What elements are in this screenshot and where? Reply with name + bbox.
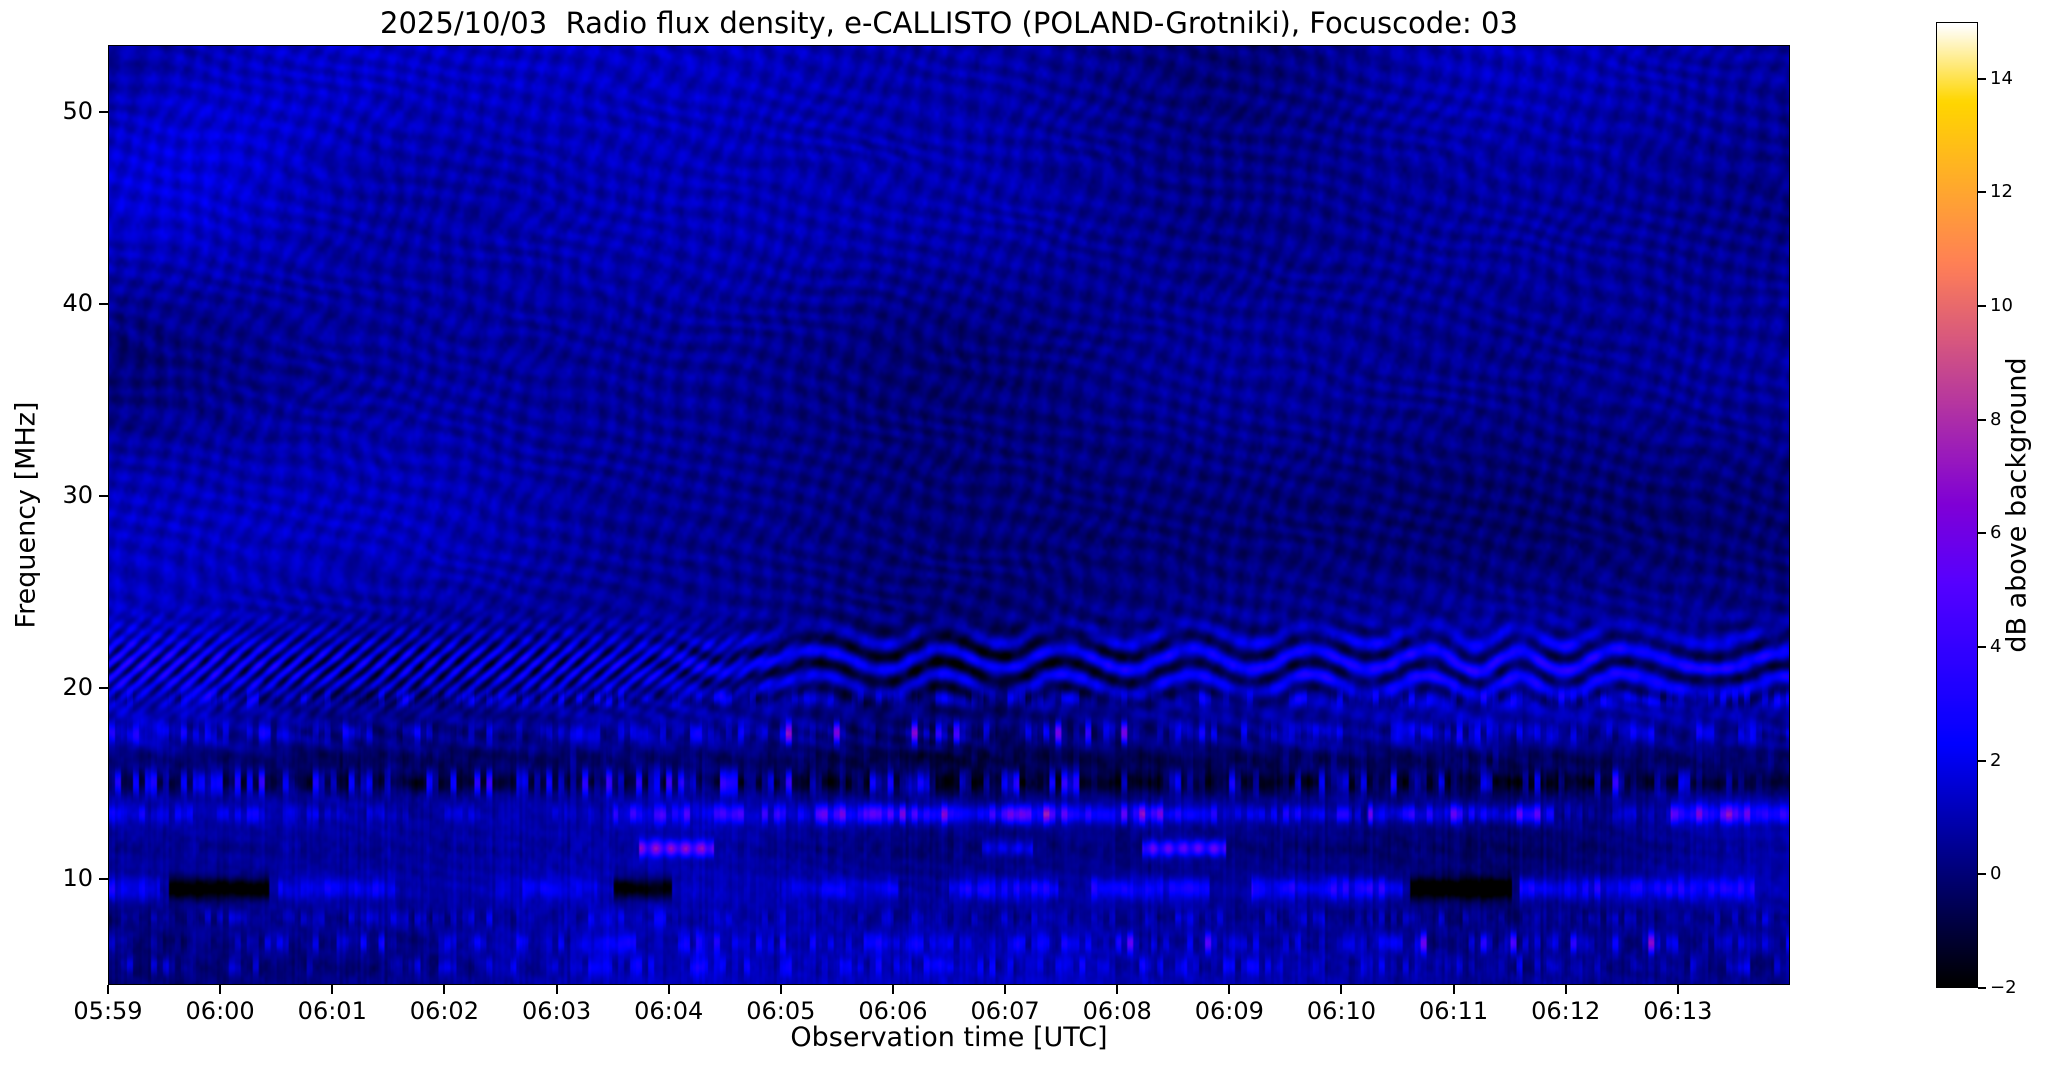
x-axis-tick-mark — [443, 985, 446, 994]
y-axis-tick-label: 20 — [62, 672, 93, 701]
x-axis-tick-mark — [1228, 985, 1231, 994]
x-axis-tick-label: 06:12 — [1531, 997, 1601, 1025]
y-axis-tick-mark — [99, 111, 108, 114]
x-axis-tick-label: 06:09 — [1194, 997, 1264, 1025]
x-axis-tick-mark — [1340, 985, 1343, 994]
spectrogram-canvas — [109, 46, 1789, 984]
x-axis-tick-label: 06:13 — [1643, 997, 1713, 1025]
colorbar-tick-label: 0 — [1990, 863, 2002, 885]
x-axis-tick-label: 06:00 — [185, 997, 255, 1025]
x-axis-tick-label: 05:59 — [73, 997, 143, 1025]
x-axis-tick-label: 06:07 — [970, 997, 1040, 1025]
colorbar-tick-mark — [1978, 191, 1986, 194]
colorbar-tick-mark — [1978, 77, 1986, 80]
x-axis-tick-mark — [1676, 985, 1679, 994]
x-axis-tick-mark — [1452, 985, 1455, 994]
x-axis-tick-label: 06:08 — [1082, 997, 1152, 1025]
x-axis-tick-mark — [1564, 985, 1567, 994]
y-axis-tick-mark — [99, 686, 108, 689]
x-axis-tick-mark — [219, 985, 222, 994]
colorbar-label: dB above background — [2001, 357, 2033, 653]
x-axis-tick-mark — [1004, 985, 1007, 994]
y-axis-tick-mark — [99, 494, 108, 497]
colorbar-canvas — [1937, 23, 1977, 987]
x-axis-tick-mark — [107, 985, 109, 994]
x-axis-tick-label: 06:01 — [297, 997, 367, 1025]
x-axis-tick-label: 06:04 — [634, 997, 704, 1025]
x-axis-tick-mark — [891, 985, 894, 994]
colorbar-tick-mark — [1978, 987, 1986, 989]
colorbar-tick-label: −2 — [1990, 977, 2017, 998]
colorbar-tick-mark — [1978, 418, 1986, 421]
x-axis-tick-label: 06:11 — [1419, 997, 1489, 1025]
y-axis-tick-label: 50 — [62, 97, 93, 126]
colorbar-tick-mark — [1978, 759, 1986, 762]
x-axis-tick-label: 06:03 — [521, 997, 592, 1025]
colorbar-tick-mark — [1978, 646, 1986, 649]
x-axis-tick-mark — [555, 985, 558, 994]
x-axis-tick-mark — [331, 985, 334, 994]
colorbar-tick-label: 6 — [1990, 522, 2002, 544]
x-axis-tick-mark — [667, 985, 670, 994]
y-axis-tick-label: 30 — [62, 480, 93, 509]
x-axis-tick-mark — [1116, 985, 1119, 994]
x-axis-tick-label: 06:05 — [746, 997, 816, 1025]
colorbar-tick-mark — [1978, 305, 1986, 308]
x-axis-tick-label: 06:10 — [1306, 997, 1377, 1025]
y-axis-label: Frequency [MHz] — [10, 401, 42, 629]
colorbar-tick-label: 14 — [1990, 67, 2013, 89]
x-axis-tick-label: 06:02 — [409, 997, 479, 1025]
plot-area — [108, 45, 1790, 985]
colorbar-tick-mark — [1978, 532, 1986, 535]
y-axis-tick-mark — [99, 302, 108, 305]
chart-title: 2025/10/03 Radio flux density, e-CALLIST… — [380, 6, 1518, 40]
colorbar-tick-mark — [1978, 873, 1986, 876]
x-axis-label: Observation time [UTC] — [790, 1022, 1108, 1053]
colorbar-tick-label: 10 — [1990, 295, 2013, 317]
x-axis-tick-mark — [779, 985, 782, 994]
y-axis-tick-mark — [99, 878, 108, 881]
colorbar-tick-label: 4 — [1990, 636, 2002, 658]
colorbar — [1936, 22, 1978, 988]
colorbar-tick-label: 2 — [1990, 749, 2002, 771]
colorbar-tick-label: 8 — [1990, 408, 2002, 430]
x-axis-tick-label: 06:06 — [858, 997, 928, 1025]
colorbar-tick-label: 12 — [1990, 181, 2013, 203]
y-axis-tick-label: 10 — [62, 864, 93, 893]
y-axis-tick-label: 40 — [62, 288, 93, 317]
